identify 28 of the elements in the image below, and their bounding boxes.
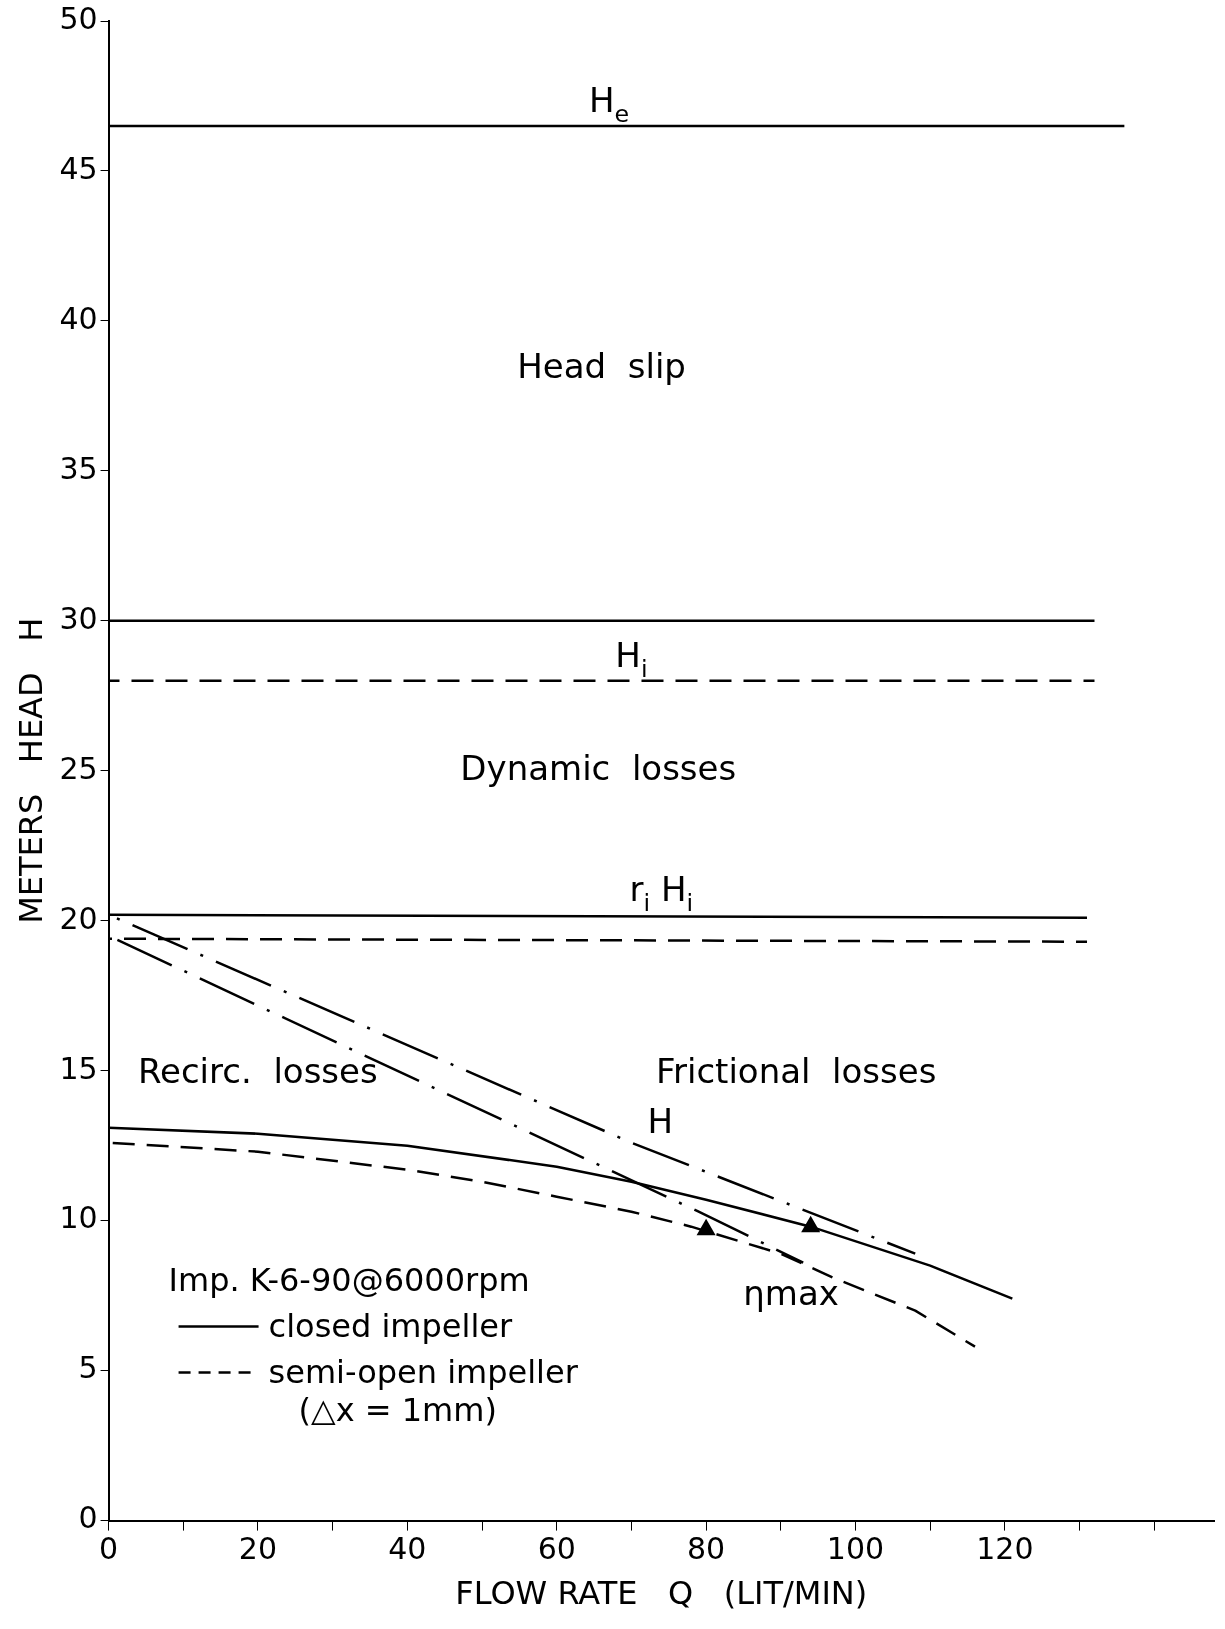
x-tick-label: 100 bbox=[826, 1531, 885, 1567]
x-tick-label: 80 bbox=[687, 1531, 726, 1567]
y-axis-title: METERS HEAD H bbox=[11, 617, 50, 924]
annotation: Recirc. losses bbox=[137, 1050, 378, 1091]
y-tick-label: 30 bbox=[59, 600, 98, 636]
y-tick-label: 25 bbox=[59, 750, 98, 786]
y-tick-label: 45 bbox=[59, 150, 98, 186]
y-tick-label: 15 bbox=[59, 1050, 98, 1086]
x-tick-label: 40 bbox=[388, 1531, 427, 1567]
legend-label: semi-open impeller (△x = 1mm) bbox=[268, 1352, 579, 1429]
y-tick-label: 5 bbox=[78, 1350, 98, 1386]
x-tick-label: 120 bbox=[976, 1531, 1034, 1567]
y-tick-label: 35 bbox=[59, 450, 98, 486]
y-tick-label: 50 bbox=[59, 0, 98, 36]
x-tick-label: 60 bbox=[537, 1531, 576, 1567]
annotation: Dynamic losses bbox=[460, 747, 737, 788]
y-tick-label: 20 bbox=[59, 900, 98, 936]
annotation: Frictional losses bbox=[655, 1050, 937, 1091]
legend-label: closed impeller bbox=[268, 1306, 514, 1345]
y-tick-label: 0 bbox=[78, 1500, 98, 1536]
legend-title: Imp. K-6-90@6000rpm bbox=[168, 1260, 530, 1299]
x-tick-label: 20 bbox=[238, 1531, 278, 1567]
x-axis-title: FLOW RATE Q (LIT/MIN) bbox=[455, 1574, 868, 1613]
y-tick-label: 40 bbox=[59, 300, 98, 336]
annotation: ηmax bbox=[743, 1272, 839, 1313]
y-tick-label: 10 bbox=[59, 1200, 98, 1236]
annotation: H bbox=[647, 1100, 674, 1141]
annotation: Head slip bbox=[517, 345, 686, 386]
